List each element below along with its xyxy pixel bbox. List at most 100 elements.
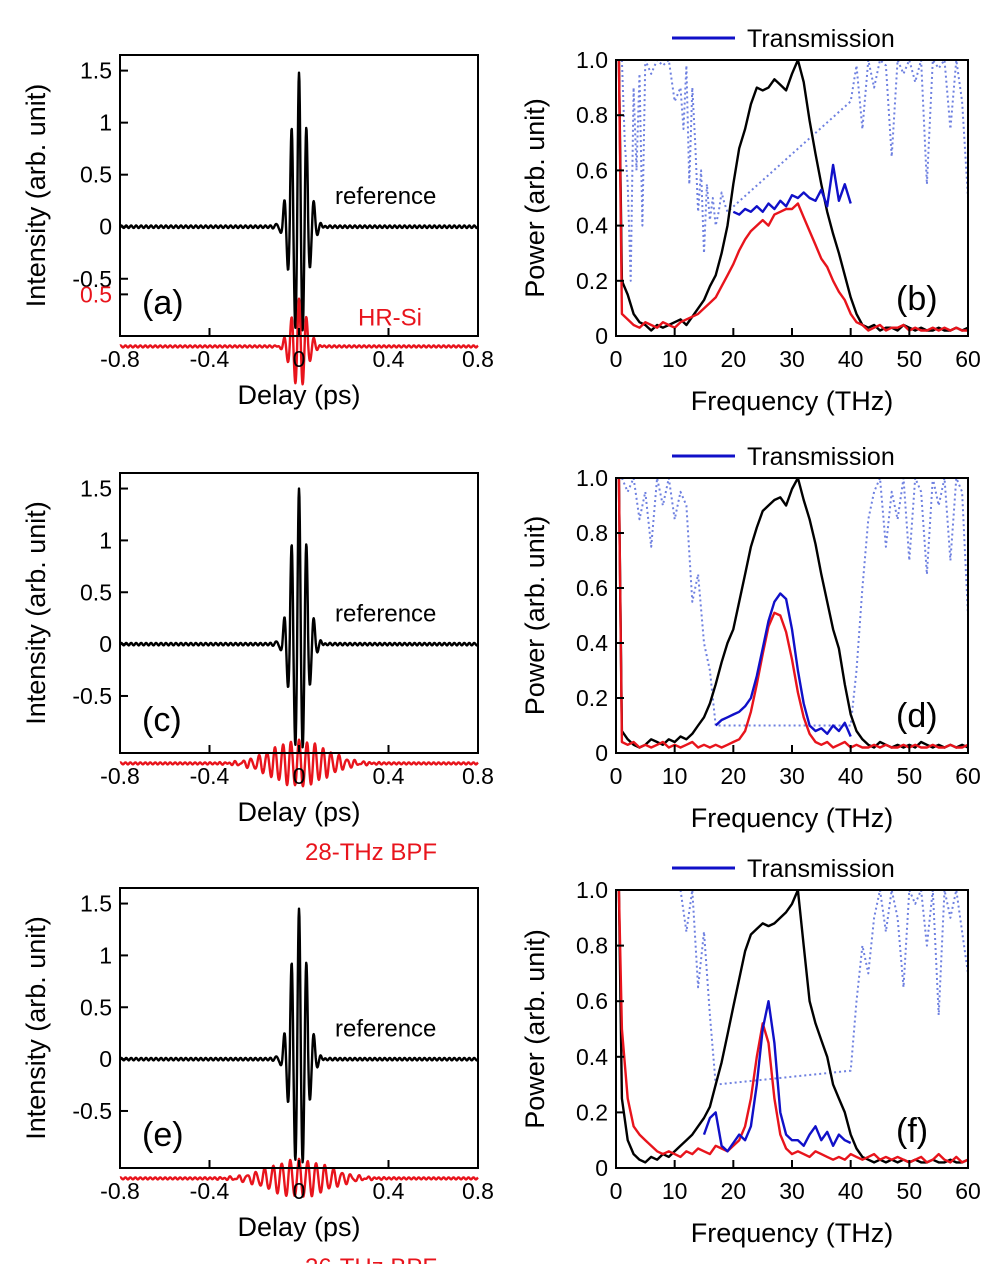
y-tick-label-red: 0.5 [80,281,112,307]
y-tick-label: 1.5 [80,58,112,84]
y-tick-label: 0.4 [576,1044,608,1070]
x-tick-label: -0.4 [190,346,230,372]
x-tick-label: 0.4 [373,346,405,372]
x-tick-label: 20 [721,346,747,372]
x-tick-label: 60 [955,1178,981,1204]
x-tick-label: -0.8 [100,1178,140,1204]
x-tick-label: 30 [779,763,805,789]
series-transmission-out-of-band- [620,478,968,727]
waveform-reference [119,71,479,332]
y-tick-label: 0.4 [576,630,608,656]
x-tick-label: -0.8 [100,346,140,372]
y-tick-label: 0 [99,1046,112,1072]
y-tick-label: 0.4 [576,213,608,239]
y-tick-label: 0.2 [576,268,608,294]
panel-label: (f) [896,1112,928,1150]
legend-label: Transmission [747,443,895,471]
x-tick-label: -0.8 [100,763,140,789]
panel-label: (b) [896,280,938,318]
x-tick-label: 40 [838,763,864,789]
panel-label: (c) [142,701,182,739]
series-transmission [714,592,852,737]
y-tick-label: 0 [595,740,608,766]
y-tick-label: 1.0 [576,465,608,491]
y-axis-label: Intensity (arb. unit) [21,84,51,308]
x-tick-label: 0 [293,346,306,372]
panel-d: 0 10 20 30 40 50 60 0 0.2 0.4 0.6 0.8 1.0 Frequency (… [520,443,981,833]
panel-c: 1.5 1 0.5 0 -0.5 -0.8 -0.4 0 0.4 0.8 Delay (ps) Int… [21,472,494,866]
x-axis-label: Delay (ps) [237,797,360,827]
x-tick-label: 10 [662,1178,688,1204]
x-tick-label: 50 [897,346,923,372]
y-axis-label: Power (arb. unit) [520,516,550,716]
y-tick-label: 1.5 [80,891,112,917]
y-tick-label: 0.5 [80,579,112,605]
x-tick-label: 0 [610,346,623,372]
y-tick-label: 0.8 [576,933,608,959]
panel-f: 0 10 20 30 40 50 60 0 0.2 0.4 0.6 0.8 1.0 Frequency (… [520,855,981,1248]
x-tick-label: 0 [293,1178,306,1204]
y-tick-label: 0 [595,323,608,349]
x-tick-label: 0 [293,763,306,789]
x-tick-label: -0.4 [190,763,230,789]
y-tick-label: 1.0 [576,877,608,903]
y-tick-label: -0.5 [72,1098,112,1124]
x-tick-label: 20 [721,763,747,789]
sample-label: 26-THz BPF [305,1254,437,1264]
y-axis-label: Power (arb. unit) [520,929,550,1129]
series-transmission [702,1000,852,1153]
x-tick-label: 0.8 [462,763,494,789]
panel-label: (d) [896,697,938,735]
y-tick-label: 1 [99,527,112,553]
series-transmission [732,163,852,216]
x-tick-label: 0.4 [373,763,405,789]
x-tick-label: 60 [955,346,981,372]
y-tick-label: 0.6 [576,157,608,183]
waveform-reference [119,487,479,749]
y-tick-label: 0.6 [576,575,608,601]
panel-label: (e) [142,1116,184,1154]
reference-label: reference [335,183,436,210]
reference-label: reference [335,600,436,627]
y-tick-label: 0 [99,214,112,240]
x-tick-label: 10 [662,763,688,789]
x-tick-label: 0 [610,1178,623,1204]
y-tick-label: 0.8 [576,102,608,128]
x-axis-label: Delay (ps) [237,1212,360,1242]
y-tick-label: 0 [99,631,112,657]
y-tick-label: 1 [99,110,112,136]
y-tick-label: 0.6 [576,988,608,1014]
panel-e: 1.5 1 0.5 0 -0.5 -0.8 -0.4 0 0.4 0.8 Delay (ps) Int… [21,887,494,1264]
y-tick-label: 1.0 [576,47,608,73]
series-reference-spectrum [617,478,968,749]
x-tick-label: 40 [838,346,864,372]
y-tick-label: 0.2 [576,1099,608,1125]
x-tick-label: 0.8 [462,1178,494,1204]
y-tick-label: 0.5 [80,162,112,188]
x-tick-label: 0.8 [462,346,494,372]
y-axis-label: Power (arb. unit) [520,98,550,298]
x-tick-label: 0.4 [373,1178,405,1204]
y-tick-label: 0.5 [80,994,112,1020]
sample-label: HR-Si [358,305,422,332]
x-tick-label: 30 [779,346,805,372]
waveform-26-thz-bpf [119,1157,479,1198]
x-tick-label: 50 [897,763,923,789]
x-tick-label: 20 [721,1178,747,1204]
x-axis-label: Frequency (THz) [691,386,894,416]
reference-label: reference [335,1015,436,1042]
y-tick-label: -0.5 [72,266,112,292]
x-axis-label: Delay (ps) [237,380,360,410]
y-tick-label: 0 [595,1155,608,1181]
legend-label: Transmission [747,855,895,883]
x-axis-label: Frequency (THz) [691,1218,894,1248]
x-tick-label: 60 [955,763,981,789]
panel-b: 0 10 20 30 40 50 60 0 0.2 0.4 0.6 0.8 1.0 Frequency (… [520,25,981,416]
sample-label: 28-THz BPF [305,839,437,866]
y-tick-label: -0.5 [72,683,112,709]
waveform-28-thz-bpf [119,738,479,788]
x-tick-label: -0.4 [190,1178,230,1204]
x-tick-label: 10 [662,346,688,372]
